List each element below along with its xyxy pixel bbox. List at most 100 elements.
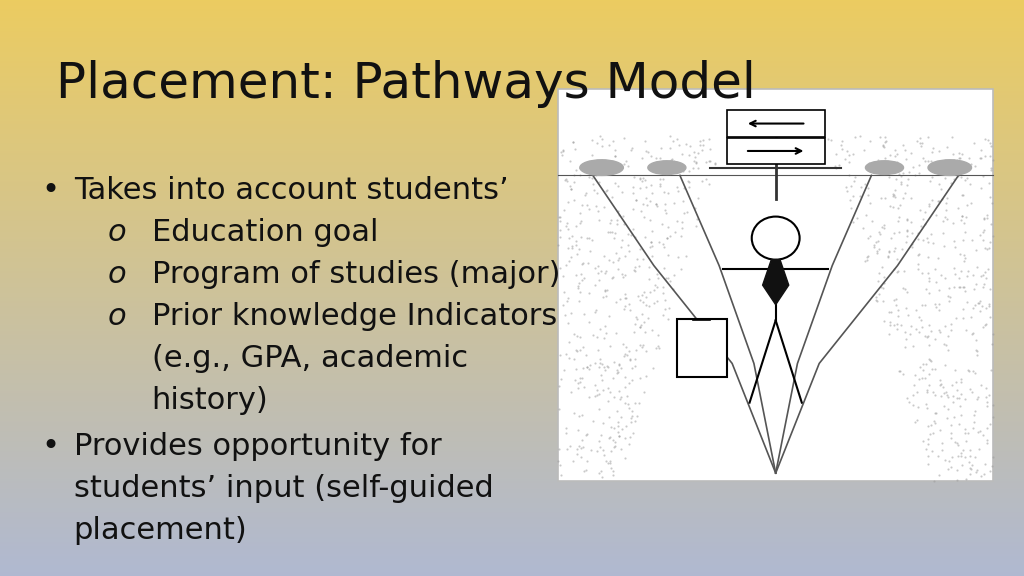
Point [928, 210, 944, 219]
Point [920, 440, 936, 449]
Point [602, 447, 618, 456]
Point [890, 305, 906, 314]
Point [568, 332, 585, 341]
Point [982, 192, 998, 202]
Point [590, 268, 606, 277]
Point [574, 260, 591, 269]
Point [924, 148, 940, 157]
Text: Placement: Pathways Model: Placement: Pathways Model [56, 60, 756, 108]
Point [935, 388, 951, 397]
Point [591, 215, 607, 225]
Point [566, 330, 583, 339]
Point [664, 155, 680, 164]
Point [605, 467, 622, 476]
Point [970, 350, 986, 359]
Point [890, 204, 906, 213]
Point [969, 394, 985, 403]
Point [932, 184, 948, 194]
Point [596, 450, 612, 459]
Point [556, 365, 572, 374]
Point [895, 169, 911, 178]
Point [579, 429, 595, 438]
Point [605, 424, 622, 433]
Point [597, 365, 613, 374]
Point [632, 323, 648, 332]
Point [937, 198, 953, 207]
Point [871, 229, 888, 238]
Point [567, 271, 584, 280]
Point [959, 267, 976, 276]
Point [925, 166, 941, 176]
Point [563, 387, 580, 396]
Point [591, 325, 607, 334]
Point [954, 313, 971, 323]
Point [893, 180, 909, 189]
Point [931, 146, 947, 156]
Point [597, 286, 613, 295]
Point [886, 321, 902, 330]
Point [654, 289, 671, 298]
Point [887, 186, 903, 195]
Point [966, 411, 982, 420]
Point [984, 412, 1000, 421]
Point [666, 270, 682, 279]
Point [681, 183, 697, 192]
Point [607, 146, 624, 155]
Point [908, 137, 925, 146]
Point [830, 161, 847, 170]
Point [965, 270, 981, 279]
Point [569, 449, 586, 458]
Point [968, 280, 984, 289]
Point [975, 430, 991, 439]
Point [598, 457, 614, 466]
Point [607, 179, 624, 188]
Point [843, 181, 859, 190]
Ellipse shape [928, 160, 972, 176]
Point [919, 332, 935, 342]
Point [700, 156, 717, 165]
Point [671, 161, 687, 170]
Point [637, 176, 653, 185]
Point [940, 291, 956, 300]
Point [599, 185, 615, 195]
Point [616, 399, 633, 408]
Point [632, 175, 648, 184]
Point [949, 475, 966, 484]
Point [572, 443, 589, 452]
Point [951, 419, 968, 429]
Point [889, 158, 905, 167]
Point [687, 203, 703, 213]
Point [926, 476, 942, 485]
Point [944, 132, 961, 141]
Point [967, 368, 983, 377]
Text: students’ input (self-guided: students’ input (self-guided [74, 474, 494, 503]
Point [617, 251, 634, 260]
Point [965, 388, 981, 397]
Point [878, 137, 894, 146]
Point [609, 427, 626, 436]
Point [923, 420, 939, 429]
Point [889, 267, 905, 276]
Point [606, 443, 623, 452]
Point [899, 288, 915, 297]
Point [578, 465, 594, 475]
Point [967, 300, 983, 309]
Point [701, 157, 718, 166]
Point [558, 218, 574, 227]
Point [952, 448, 969, 457]
Point [621, 403, 637, 412]
Point [573, 201, 590, 210]
Point [643, 325, 659, 334]
Point [936, 401, 952, 411]
Point [605, 136, 622, 145]
Point [628, 195, 644, 204]
Point [957, 176, 974, 185]
Point [920, 233, 936, 242]
Point [663, 156, 679, 165]
Point [572, 164, 589, 173]
Point [667, 228, 683, 237]
Point [694, 177, 711, 186]
Point [871, 269, 888, 278]
Point [675, 196, 691, 206]
Point [665, 137, 681, 146]
